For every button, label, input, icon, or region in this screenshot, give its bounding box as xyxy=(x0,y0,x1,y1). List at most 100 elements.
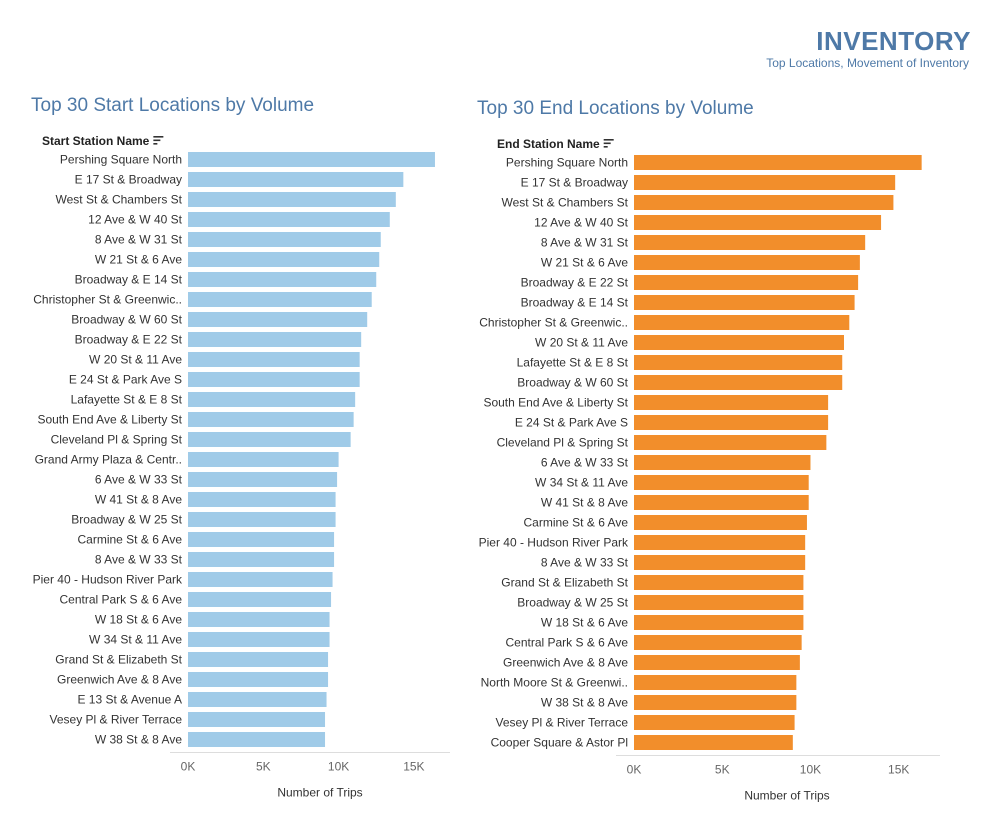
start-bar[interactable] xyxy=(188,252,380,267)
end-category-label: Broadway & E 22 St xyxy=(521,276,629,290)
start-bar[interactable] xyxy=(188,552,335,567)
start-bar[interactable] xyxy=(188,272,377,287)
end-category-label: South End Ave & Liberty St xyxy=(483,396,628,410)
start-bar[interactable] xyxy=(188,372,360,387)
end-category-label: Grand St & Elizabeth St xyxy=(501,576,628,590)
start-bar[interactable] xyxy=(188,292,372,307)
end-bar[interactable] xyxy=(634,375,843,390)
end-bar[interactable] xyxy=(634,595,804,610)
start-bar[interactable] xyxy=(188,332,362,347)
start-category-label: Christopher St & Greenwic.. xyxy=(33,293,182,307)
dashboard-title: INVENTORY xyxy=(816,26,971,56)
end-bar[interactable] xyxy=(634,295,855,310)
end-bar[interactable] xyxy=(634,195,894,210)
end-bar[interactable] xyxy=(634,155,922,170)
end-bar[interactable] xyxy=(634,675,797,690)
start-category-label: W 21 St & 6 Ave xyxy=(95,253,182,267)
end-category-label: Central Park S & 6 Ave xyxy=(505,636,628,650)
start-category-label: West St & Chambers St xyxy=(56,193,183,207)
end-bar[interactable] xyxy=(634,575,804,590)
end-category-label: Vesey Pl & River Terrace xyxy=(496,716,629,730)
sort-descending-icon[interactable] xyxy=(153,136,164,145)
end-category-label: Broadway & E 14 St xyxy=(521,296,629,310)
start-category-label: W 18 St & 6 Ave xyxy=(95,613,182,627)
start-bar[interactable] xyxy=(188,172,404,187)
end-category-label: W 18 St & 6 Ave xyxy=(541,616,628,630)
start-field-header[interactable]: Start Station Name xyxy=(42,134,150,148)
end-category-label: W 38 St & 8 Ave xyxy=(541,696,628,710)
end-bar[interactable] xyxy=(634,695,797,710)
start-x-tick-label: 5K xyxy=(256,760,271,774)
start-bar[interactable] xyxy=(188,432,351,447)
start-bar[interactable] xyxy=(188,232,381,247)
start-bar[interactable] xyxy=(188,732,326,747)
start-bar[interactable] xyxy=(188,572,333,587)
start-bar[interactable] xyxy=(188,632,330,647)
sort-descending-icon[interactable] xyxy=(603,139,614,148)
start-bar[interactable] xyxy=(188,512,336,527)
end-bar[interactable] xyxy=(634,535,806,550)
start-category-label: Grand St & Elizabeth St xyxy=(55,653,182,667)
end-bar[interactable] xyxy=(634,635,802,650)
start-x-tick-label: 15K xyxy=(403,760,424,774)
end-bar[interactable] xyxy=(634,255,860,270)
end-bar[interactable] xyxy=(634,555,806,570)
start-bar[interactable] xyxy=(188,652,329,667)
start-category-label: 8 Ave & W 31 St xyxy=(95,233,183,247)
start-bar[interactable] xyxy=(188,672,329,687)
end-bar[interactable] xyxy=(634,735,793,750)
end-bar[interactable] xyxy=(634,315,850,330)
start-bar[interactable] xyxy=(188,532,335,547)
end-bar[interactable] xyxy=(634,235,866,250)
end-bar[interactable] xyxy=(634,455,811,470)
end-bar[interactable] xyxy=(634,715,795,730)
end-category-label: 6 Ave & W 33 St xyxy=(541,456,629,470)
start-bar[interactable] xyxy=(188,412,354,427)
end-bar[interactable] xyxy=(634,215,882,230)
end-category-label: Broadway & W 25 St xyxy=(517,596,628,610)
start-category-label: 8 Ave & W 33 St xyxy=(95,553,183,567)
end-bar[interactable] xyxy=(634,515,807,530)
end-bar[interactable] xyxy=(634,615,804,630)
end-x-tick-label: 5K xyxy=(715,763,730,777)
start-category-label: Greenwich Ave & 8 Ave xyxy=(57,673,182,687)
start-bar[interactable] xyxy=(188,612,330,627)
start-bar[interactable] xyxy=(188,352,360,367)
start-bar[interactable] xyxy=(188,692,327,707)
end-category-label: Carmine St & 6 Ave xyxy=(524,516,629,530)
start-bar[interactable] xyxy=(188,192,396,207)
start-category-label: Carmine St & 6 Ave xyxy=(78,533,183,547)
end-category-label: Greenwich Ave & 8 Ave xyxy=(503,656,628,670)
end-bar[interactable] xyxy=(634,175,896,190)
start-bar[interactable] xyxy=(188,452,339,467)
start-bar[interactable] xyxy=(188,152,435,167)
end-bar[interactable] xyxy=(634,395,829,410)
start-category-label: Broadway & E 14 St xyxy=(75,273,183,287)
end-category-label: E 17 St & Broadway xyxy=(521,176,628,190)
end-bar[interactable] xyxy=(634,275,859,290)
start-bar[interactable] xyxy=(188,712,326,727)
end-field-header[interactable]: End Station Name xyxy=(497,137,600,151)
end-bar[interactable] xyxy=(634,495,809,510)
end-bar[interactable] xyxy=(634,415,829,430)
end-bar[interactable] xyxy=(634,335,844,350)
end-bar[interactable] xyxy=(634,435,827,450)
end-category-label: Pershing Square North xyxy=(506,156,628,170)
end-bar[interactable] xyxy=(634,355,843,370)
start-bar[interactable] xyxy=(188,472,338,487)
start-bar[interactable] xyxy=(188,592,332,607)
dashboard-subtitle: Top Locations, Movement of Inventory xyxy=(766,56,969,70)
start-bar[interactable] xyxy=(188,392,356,407)
start-category-label: Pershing Square North xyxy=(60,153,182,167)
start-category-label: South End Ave & Liberty St xyxy=(37,413,182,427)
start-bar[interactable] xyxy=(188,212,390,227)
end-x-tick-label: 10K xyxy=(800,763,821,777)
start-category-label: W 34 St & 11 Ave xyxy=(89,633,182,647)
end-bar[interactable] xyxy=(634,475,809,490)
end-bar[interactable] xyxy=(634,655,800,670)
end-category-label: Lafayette St & E 8 St xyxy=(517,356,629,370)
start-bar[interactable] xyxy=(188,312,368,327)
start-bar[interactable] xyxy=(188,492,336,507)
start-category-label: Pier 40 - Hudson River Park xyxy=(33,573,183,587)
